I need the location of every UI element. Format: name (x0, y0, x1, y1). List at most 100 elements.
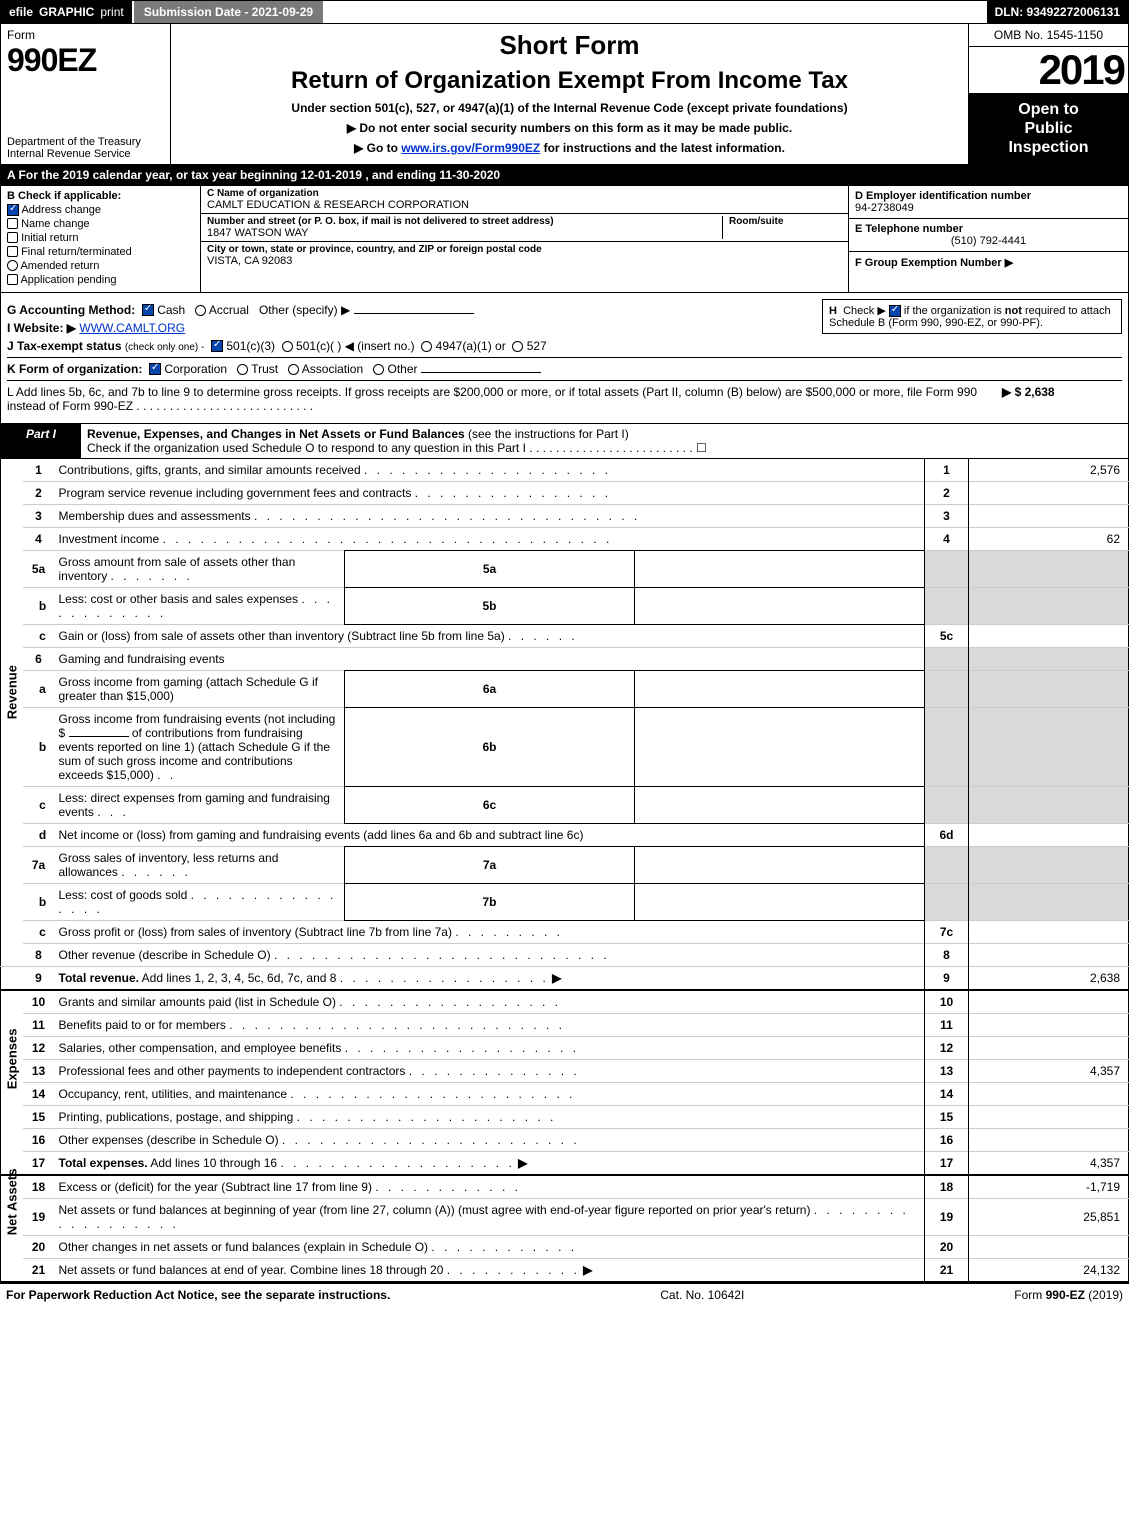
part-i-check-sym[interactable]: ☐ (696, 441, 707, 455)
part-i-check-line: Check if the organization used Schedule … (87, 441, 526, 455)
line-11-amt (969, 1013, 1129, 1036)
print-link[interactable]: print (100, 5, 123, 19)
line-6d-desc: Net income or (loss) from gaming and fun… (55, 823, 925, 846)
goto-link[interactable]: www.irs.gov/Form990EZ (401, 141, 540, 155)
line-1-desc: Contributions, gifts, grants, and simila… (55, 459, 925, 482)
line-10-num: 10 (23, 990, 55, 1014)
k-trust: Trust (251, 362, 278, 376)
goto-suffix: for instructions and the latest informat… (540, 141, 785, 155)
line-5c-desc-txt: Gain or (loss) from sale of assets other… (59, 629, 505, 643)
line-17-desc-txt: Total expenses. (59, 1156, 148, 1170)
final-return-line: Final return/terminated (7, 246, 194, 258)
line-16: 16 Other expenses (describe in Schedule … (1, 1128, 1129, 1151)
street-val: 1847 WATSON WAY (207, 227, 308, 239)
line-6b-blank[interactable] (69, 736, 129, 737)
line-9-desc: Total revenue. Add lines 1, 2, 3, 4, 5c,… (55, 966, 925, 990)
j-501c3-checkbox[interactable] (211, 340, 223, 352)
k-other-input[interactable] (421, 372, 541, 373)
line-6a-rshade (925, 670, 969, 707)
line-7b-rshade (925, 883, 969, 920)
line-12-rnum: 12 (925, 1036, 969, 1059)
public: Public (1024, 120, 1072, 137)
line-5b-ashade (969, 587, 1129, 624)
line-16-desc-txt: Other expenses (describe in Schedule O) (59, 1133, 279, 1147)
line-11-rnum: 11 (925, 1013, 969, 1036)
omb-number: OMB No. 1545-1150 (969, 24, 1128, 47)
line-12-desc: Salaries, other compensation, and employ… (55, 1036, 925, 1059)
line-19-desc: Net assets or fund balances at beginning… (55, 1198, 925, 1235)
application-pending-line: Application pending (7, 274, 194, 286)
line-17-rnum: 17 (925, 1151, 969, 1175)
name-change-checkbox[interactable] (7, 218, 18, 229)
g-accrual-checkbox[interactable] (195, 305, 206, 316)
line-5a-ashade (969, 550, 1129, 587)
line-5a-desc: Gross amount from sale of assets other t… (55, 550, 345, 587)
part-i-title: Revenue, Expenses, and Changes in Net As… (87, 427, 465, 441)
name-change-label: Name change (21, 218, 90, 230)
application-pending-checkbox[interactable] (7, 274, 18, 285)
h-checkbox[interactable] (889, 305, 901, 317)
line-3-num: 3 (23, 504, 55, 527)
h-letter: H (829, 305, 837, 317)
line-7b: b Less: cost of goods sold . . . . . . .… (1, 883, 1129, 920)
line-7a-num: 7a (23, 846, 55, 883)
line-3-desc-txt: Membership dues and assessments (59, 509, 251, 523)
line-6c-inum: 6c (345, 786, 635, 823)
line-6: 6 Gaming and fundraising events (1, 647, 1129, 670)
final-return-checkbox[interactable] (7, 246, 18, 257)
line-6a-inum: 6a (345, 670, 635, 707)
line-10-rnum: 10 (925, 990, 969, 1014)
amended-return-checkbox[interactable] (7, 260, 18, 271)
line-5b-desc-txt: Less: cost or other basis and sales expe… (59, 592, 298, 606)
goto-prefix: ▶ Go to (354, 141, 401, 155)
part-i-tag: Part I (1, 424, 81, 458)
line-10-desc: Grants and similar amounts paid (list in… (55, 990, 925, 1014)
l-amount: ▶ $ 2,638 (1002, 385, 1122, 413)
initial-return-checkbox[interactable] (7, 232, 18, 243)
j-501c-checkbox[interactable] (282, 341, 293, 352)
k-assoc-checkbox[interactable] (288, 364, 299, 375)
website-link[interactable]: WWW.CAMLT.ORG (79, 321, 185, 335)
k-trust-checkbox[interactable] (237, 364, 248, 375)
phone-row: E Telephone number (510) 792-4441 (849, 219, 1128, 252)
header-subtext: Under section 501(c), 527, or 4947(a)(1)… (291, 101, 847, 115)
rev-strip-end (1, 966, 23, 990)
g-other-input[interactable] (354, 313, 474, 314)
final-return-label: Final return/terminated (21, 246, 132, 258)
check-if-label: B Check if applicable: (7, 190, 194, 202)
k-corp-checkbox[interactable] (149, 363, 161, 375)
j-4947-checkbox[interactable] (421, 341, 432, 352)
k-line: K Form of organization: Corporation Trus… (7, 357, 1122, 376)
line-1-amt: 2,576 (969, 459, 1129, 482)
line-20-amt (969, 1235, 1129, 1258)
j-line: J Tax-exempt status (check only one) - 5… (7, 339, 1122, 353)
e-label: E Telephone number (855, 223, 963, 235)
part-i-title-container: Revenue, Expenses, and Changes in Net As… (81, 424, 1128, 458)
line-15-num: 15 (23, 1105, 55, 1128)
line-7b-ival (635, 883, 925, 920)
line-10-amt (969, 990, 1129, 1014)
line-11-desc-txt: Benefits paid to or for members (59, 1018, 226, 1032)
line-20-desc-txt: Other changes in net assets or fund bala… (59, 1240, 429, 1254)
line-12-amt (969, 1036, 1129, 1059)
line-8-desc: Other revenue (describe in Schedule O) .… (55, 943, 925, 966)
address-change-checkbox[interactable] (7, 204, 19, 216)
h-text1: Check ▶ (843, 305, 886, 317)
open-to: Open to (1018, 101, 1078, 118)
line-7a-ashade (969, 846, 1129, 883)
line-13-desc: Professional fees and other payments to … (55, 1059, 925, 1082)
line-14: 14 Occupancy, rent, utilities, and maint… (1, 1082, 1129, 1105)
efile-label: efile (9, 5, 33, 19)
line-6c-rshade (925, 786, 969, 823)
k-other-checkbox[interactable] (373, 364, 384, 375)
g-cash-checkbox[interactable] (142, 304, 154, 316)
line-6c-num: c (23, 786, 55, 823)
line-21: 21 Net assets or fund balances at end of… (1, 1258, 1129, 1282)
header-left: Form 990EZ Department of the Treasury In… (1, 24, 171, 164)
line-6b: b Gross income from fundraising events (… (1, 707, 1129, 786)
line-2: 2 Program service revenue including gove… (1, 481, 1129, 504)
gl-block: H Check ▶ if the organization is not req… (0, 293, 1129, 424)
net-assets-strip: Net Assets (1, 1175, 23, 1282)
j-527-checkbox[interactable] (512, 341, 523, 352)
short-form-title: Short Form (499, 30, 639, 61)
